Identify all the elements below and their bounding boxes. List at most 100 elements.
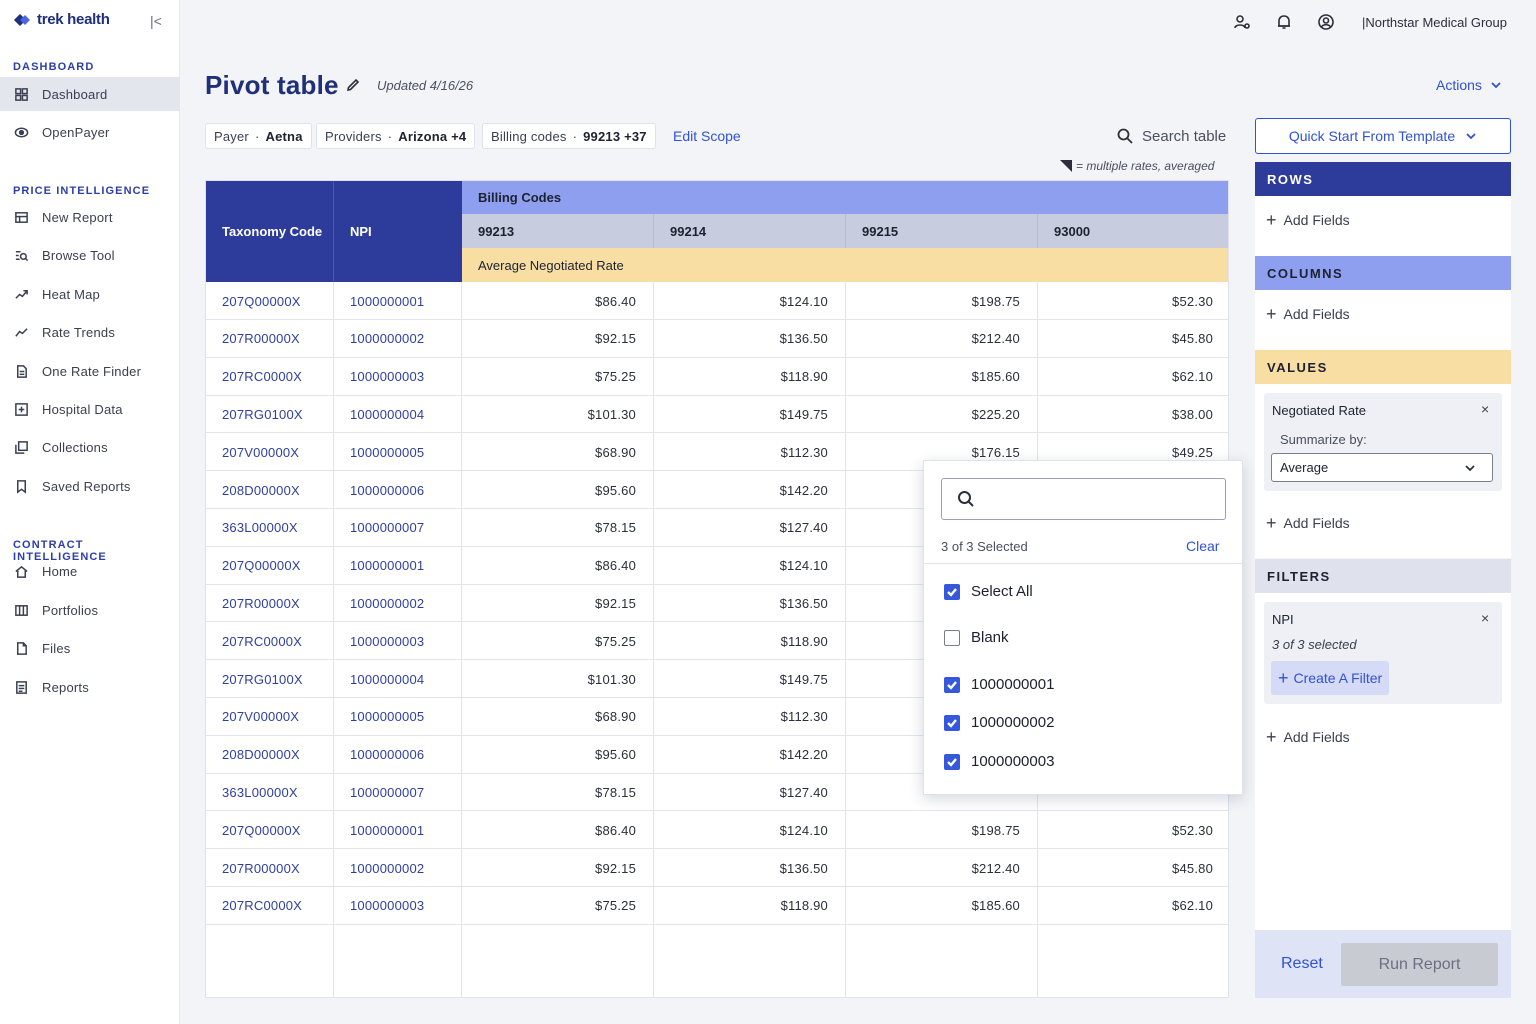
- cell-taxonomy-code[interactable]: 208D00000X: [206, 471, 334, 509]
- sidebar-item-rate-trends[interactable]: Rate Trends: [0, 315, 180, 349]
- cell-taxonomy-code[interactable]: 207RC0000X: [206, 357, 334, 396]
- checkbox-checked-icon[interactable]: [944, 583, 960, 600]
- cell-rate: $149.75: [654, 660, 846, 698]
- cell-npi[interactable]: 1000000003: [334, 886, 462, 925]
- cell-taxonomy-code[interactable]: 207R00000X: [206, 319, 334, 358]
- clear-selection-link[interactable]: Clear: [1186, 538, 1220, 554]
- dropdown-search[interactable]: [941, 478, 1226, 520]
- sidebar-item-browse-tool[interactable]: Browse Tool: [0, 238, 180, 272]
- edit-title-icon[interactable]: [345, 77, 361, 98]
- option-blank[interactable]: Blank: [944, 629, 1009, 646]
- cell-taxonomy-code[interactable]: 207R00000X: [206, 849, 334, 887]
- cell-taxonomy-code[interactable]: 363L00000X: [206, 773, 334, 812]
- cell-taxonomy-code[interactable]: 207Q00000X: [206, 811, 334, 850]
- bell-icon[interactable]: [1274, 12, 1294, 32]
- cell-rate: $62.10: [1172, 898, 1213, 914]
- header-npi[interactable]: NPI: [334, 181, 462, 282]
- providers-chip[interactable]: Providers · Arizona +4: [316, 123, 476, 149]
- header-code-99215[interactable]: 99215: [846, 214, 1038, 248]
- header-code-99214[interactable]: 99214: [654, 214, 846, 248]
- filters-add-fields-button[interactable]: + Add Fields: [1266, 727, 1350, 747]
- checkbox-unchecked-icon[interactable]: [944, 629, 960, 646]
- sidebar-item-files[interactable]: Files: [0, 631, 180, 665]
- quick-start-template-button[interactable]: Quick Start From Template: [1255, 118, 1511, 154]
- brand-logo[interactable]: trek health: [12, 11, 110, 28]
- cell-npi[interactable]: 1000000005: [334, 697, 462, 736]
- close-icon[interactable]: ×: [1481, 401, 1490, 417]
- sidebar-item-portfolios[interactable]: Portfolios: [0, 593, 180, 627]
- collapse-sidebar-icon[interactable]: |<: [150, 13, 162, 29]
- table-row: 207RG0100X 1000000004 $101.30 $149.75: [206, 660, 1228, 698]
- cell-taxonomy-code[interactable]: 207RG0100X: [206, 660, 334, 698]
- sidebar-item-home[interactable]: Home: [0, 554, 180, 588]
- cell-taxonomy-code[interactable]: 207RG0100X: [206, 395, 334, 434]
- account-icon[interactable]: [1316, 12, 1336, 32]
- cell-rate: $95.60: [462, 735, 654, 774]
- search-table-button[interactable]: Search table: [1116, 127, 1226, 145]
- cell-npi[interactable]: 1000000006: [334, 735, 462, 774]
- option-select-all[interactable]: Select All: [944, 583, 1033, 600]
- sidebar-item-saved-reports[interactable]: Saved Reports: [0, 469, 180, 503]
- billing-codes-chip[interactable]: Billing codes · 99213 +37: [482, 123, 656, 149]
- option-npi-1000000003[interactable]: 1000000003: [944, 753, 1054, 770]
- checkbox-checked-icon[interactable]: [944, 676, 960, 693]
- user-settings-icon[interactable]: [1232, 12, 1252, 32]
- cell-npi[interactable]: 1000000002: [334, 319, 462, 358]
- cell-npi[interactable]: 1000000004: [334, 395, 462, 434]
- payer-chip[interactable]: Payer · Aetna: [205, 123, 312, 149]
- cell-npi[interactable]: 1000000006: [334, 471, 462, 509]
- cell-npi[interactable]: 1000000002: [334, 849, 462, 887]
- sidebar-item-hospital-data[interactable]: Hospital Data: [0, 392, 180, 426]
- cell-npi[interactable]: 1000000007: [334, 773, 462, 812]
- cell-npi[interactable]: 1000000003: [334, 357, 462, 396]
- cell-taxonomy-code[interactable]: 207R00000X: [206, 584, 334, 623]
- sidebar-item-new-report[interactable]: New Report: [0, 200, 180, 234]
- create-filter-button[interactable]: + Create A Filter: [1271, 661, 1390, 695]
- close-icon[interactable]: ×: [1481, 610, 1490, 626]
- checkbox-checked-icon[interactable]: [944, 714, 960, 731]
- sidebar-item-collections[interactable]: Collections: [0, 430, 180, 464]
- header-code-99213[interactable]: 99213: [462, 214, 654, 248]
- columns-add-fields-button[interactable]: + Add Fields: [1266, 305, 1350, 323]
- header-taxonomy-code[interactable]: Taxonomy Code: [206, 181, 334, 282]
- cell-npi[interactable]: 1000000001: [334, 282, 462, 320]
- organization-name[interactable]: |Northstar Medical Group: [1362, 15, 1507, 30]
- header-billing-codes[interactable]: Billing Codes: [462, 181, 1228, 214]
- option-npi-1000000002[interactable]: 1000000002: [944, 714, 1054, 731]
- cell-taxonomy-code[interactable]: 207V00000X: [206, 433, 334, 472]
- checkbox-checked-icon[interactable]: [944, 753, 960, 770]
- cell-taxonomy-code[interactable]: 207RC0000X: [206, 886, 334, 925]
- summarize-by-select[interactable]: Average: [1271, 453, 1493, 482]
- run-report-button[interactable]: Run Report: [1341, 943, 1498, 986]
- cell-npi[interactable]: 1000000001: [334, 811, 462, 850]
- rows-add-fields-button[interactable]: + Add Fields: [1266, 211, 1350, 229]
- cell-taxonomy-code[interactable]: 207RC0000X: [206, 622, 334, 661]
- cell-npi[interactable]: 1000000001: [334, 546, 462, 585]
- cell-taxonomy-code[interactable]: 207Q00000X: [206, 546, 334, 585]
- header-code-93000[interactable]: 93000: [1038, 214, 1228, 248]
- dropdown-search-input[interactable]: [986, 491, 1216, 507]
- cell-taxonomy-code[interactable]: 363L00000X: [206, 508, 334, 547]
- cell-npi[interactable]: 1000000004: [334, 660, 462, 698]
- cell-taxonomy-code[interactable]: 207V00000X: [206, 697, 334, 736]
- sidebar-item-heat-map[interactable]: Heat Map: [0, 277, 180, 311]
- chevron-down-icon: [1465, 464, 1475, 471]
- edit-scope-link[interactable]: Edit Scope: [673, 128, 741, 144]
- cell-npi[interactable]: 1000000007: [334, 508, 462, 547]
- cell-npi[interactable]: 1000000002: [334, 584, 462, 623]
- sidebar-item-reports[interactable]: Reports: [0, 670, 180, 704]
- sidebar-item-openpayer[interactable]: OpenPayer: [0, 115, 180, 149]
- values-add-fields-button[interactable]: + Add Fields: [1266, 514, 1350, 532]
- sidebar-item-one-rate-finder[interactable]: One Rate Finder: [0, 354, 180, 388]
- option-npi-1000000001[interactable]: 1000000001: [944, 676, 1054, 693]
- cell-taxonomy-code[interactable]: 207Q00000X: [206, 282, 334, 320]
- cell-taxonomy-code[interactable]: 208D00000X: [206, 735, 334, 774]
- plus-icon: +: [1266, 727, 1277, 747]
- cell-rate: $212.40: [846, 849, 1038, 887]
- cell-npi[interactable]: 1000000005: [334, 433, 462, 472]
- filter-card-npi: NPI × 3 of 3 selected + Create A Filter: [1264, 602, 1502, 704]
- cell-npi[interactable]: 1000000003: [334, 622, 462, 661]
- reset-button[interactable]: Reset: [1281, 955, 1323, 972]
- sidebar-item-dashboard[interactable]: Dashboard: [0, 77, 180, 111]
- actions-menu[interactable]: Actions: [1436, 77, 1502, 93]
